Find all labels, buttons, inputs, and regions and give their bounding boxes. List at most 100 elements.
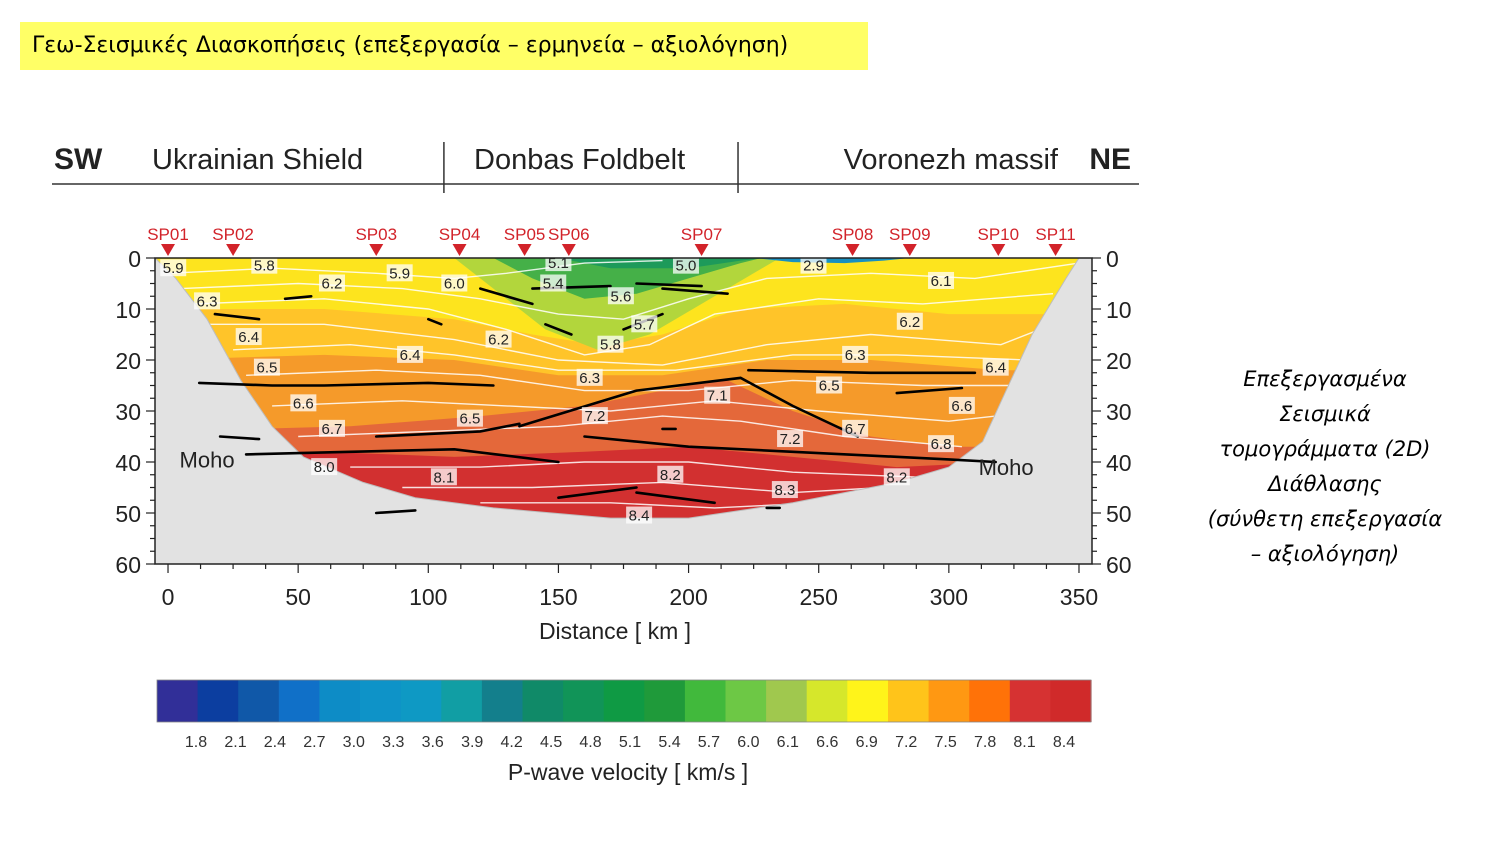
colorbar-tick-label: 4.8	[579, 734, 601, 751]
colorbar-tick-label: 7.2	[895, 734, 917, 751]
colorbar-swatch	[847, 680, 889, 722]
shot-point: SP06	[548, 225, 590, 256]
velocity-label-box	[896, 312, 923, 330]
side-note-line: Διάθλασης	[1268, 472, 1382, 496]
y-tick-label-left: 0	[128, 246, 141, 272]
velocity-label-text: 6.5	[256, 360, 277, 377]
y-tick-label-left: 50	[115, 501, 141, 527]
iso-velocity-contour	[350, 461, 923, 478]
colorbar-swatch	[197, 680, 239, 722]
velocity-label-text: 6.5	[460, 411, 481, 428]
velocity-label-text: 8.3	[774, 482, 795, 499]
velocity-label: 6.5	[253, 358, 280, 377]
reflector-segment	[583, 435, 997, 464]
reflector-segment	[283, 295, 313, 301]
shot-point: SP02	[212, 225, 254, 256]
velocity-label-box	[194, 292, 221, 310]
velocity-label-box	[657, 465, 684, 483]
colorbar-swatch	[806, 680, 848, 722]
colorbar-tick-label: 6.1	[777, 734, 799, 751]
velocity-label: 6.4	[982, 358, 1009, 377]
colorbar-swatch	[563, 680, 605, 722]
velocity-label: 8.0	[311, 458, 338, 476]
colorbar-swatch	[238, 680, 280, 722]
zone-basin-50	[558, 258, 767, 269]
colorbar-swatch	[157, 680, 199, 722]
side-note-line: Επεξεργασμένα	[1243, 367, 1407, 391]
shot-point-marker	[369, 244, 384, 256]
colorbar-tick-label: 7.8	[974, 734, 996, 751]
velocity-label: 6.3	[576, 368, 603, 387]
velocity-label: 6.2	[485, 330, 512, 349]
y-tick-label-right: 60	[1106, 552, 1132, 578]
velocity-label-text: 6.5	[819, 378, 840, 395]
colorbar-frame	[156, 679, 1092, 723]
velocity-label-box	[160, 259, 187, 277]
velocity-label-text: 7.2	[584, 408, 605, 425]
shot-point: SP10	[978, 225, 1019, 256]
shot-point: SP05	[504, 225, 545, 256]
iso-velocity-contour	[233, 343, 1027, 371]
colorbar-swatch	[400, 680, 442, 722]
velocity-label: 6.5	[456, 409, 483, 428]
shot-point-label: SP03	[355, 225, 397, 244]
velocity-label-text: 6.4	[238, 329, 259, 346]
colorbar-swatch	[644, 680, 686, 722]
reflectors	[197, 282, 997, 515]
colorbar-swatch	[278, 680, 320, 722]
shot-point-marker	[561, 244, 576, 256]
velocity-label: 6.6	[290, 394, 317, 412]
velocity-label: 5.9	[386, 264, 413, 282]
velocity-label-text: 8.1	[433, 469, 454, 486]
velocity-label-box	[704, 386, 731, 404]
side-note: Επεξεργασμένα Σεισμικά τομογράμματα (2D) Δι…	[1180, 362, 1470, 572]
x-tick-label: 250	[800, 584, 838, 610]
reflector-segment	[244, 447, 560, 464]
velocity-label-text: 5.8	[600, 337, 621, 354]
y-tick-label-left: 10	[115, 297, 141, 323]
velocity-label-text: 6.6	[293, 395, 314, 412]
colorbar-swatch	[725, 680, 767, 722]
colorbar-swatch	[928, 680, 970, 722]
velocity-label: 7.1	[704, 386, 731, 405]
header-region-donbas-foldbelt: Donbas Foldbelt	[474, 144, 685, 176]
shot-point-label: SP04	[439, 225, 481, 244]
velocity-label-text: 5.1	[548, 255, 569, 272]
velocity-label: 6.3	[194, 292, 221, 310]
shot-point-marker	[452, 244, 467, 256]
reflector-segment	[479, 287, 534, 306]
shot-point-marker	[161, 244, 176, 256]
velocity-label-text: 6.7	[322, 421, 343, 438]
velocity-label-text: 8.4	[629, 508, 650, 525]
reflector-segment	[747, 368, 977, 375]
shot-point-label: SP01	[147, 225, 189, 244]
shot-point: SP08	[832, 225, 873, 256]
x-tick-label: 300	[930, 584, 968, 610]
reflector-segment	[374, 422, 521, 438]
velocity-label: 5.8	[251, 256, 278, 275]
shot-point-label: SP11	[1035, 225, 1075, 244]
colorbar-swatch	[888, 680, 930, 722]
velocity-label-box	[441, 274, 468, 292]
velocity-label: 8.2	[883, 468, 910, 486]
velocity-label-box	[485, 330, 512, 348]
y-tick-label-left: 20	[115, 348, 141, 374]
velocity-label-box	[251, 256, 278, 274]
colorbar-tick-label: 8.1	[1013, 734, 1035, 751]
y-axis-left: 0 10 20 30 40 50 60	[115, 246, 155, 578]
velocity-label: 7.2	[581, 407, 608, 425]
colorbar-tick-label: 8.4	[1053, 734, 1075, 751]
slide-title: Γεω-Σεισμικές Διασκοπήσεις (επεξεργασία …	[20, 22, 868, 70]
x-tick-label: 100	[409, 584, 447, 610]
shot-point: SP11	[1035, 225, 1076, 256]
header-ne-label: NE	[1089, 143, 1131, 176]
shot-point-label: SP02	[212, 225, 254, 244]
velocity-label-box	[576, 368, 603, 386]
shot-point-marker	[845, 244, 860, 256]
velocity-label: 6.7	[842, 419, 869, 438]
velocity-label-box	[540, 274, 567, 292]
velocity-label-box	[311, 458, 338, 476]
colorbar-tick-label: 5.7	[698, 734, 720, 751]
colorbar-tick-label: 2.7	[303, 734, 325, 751]
